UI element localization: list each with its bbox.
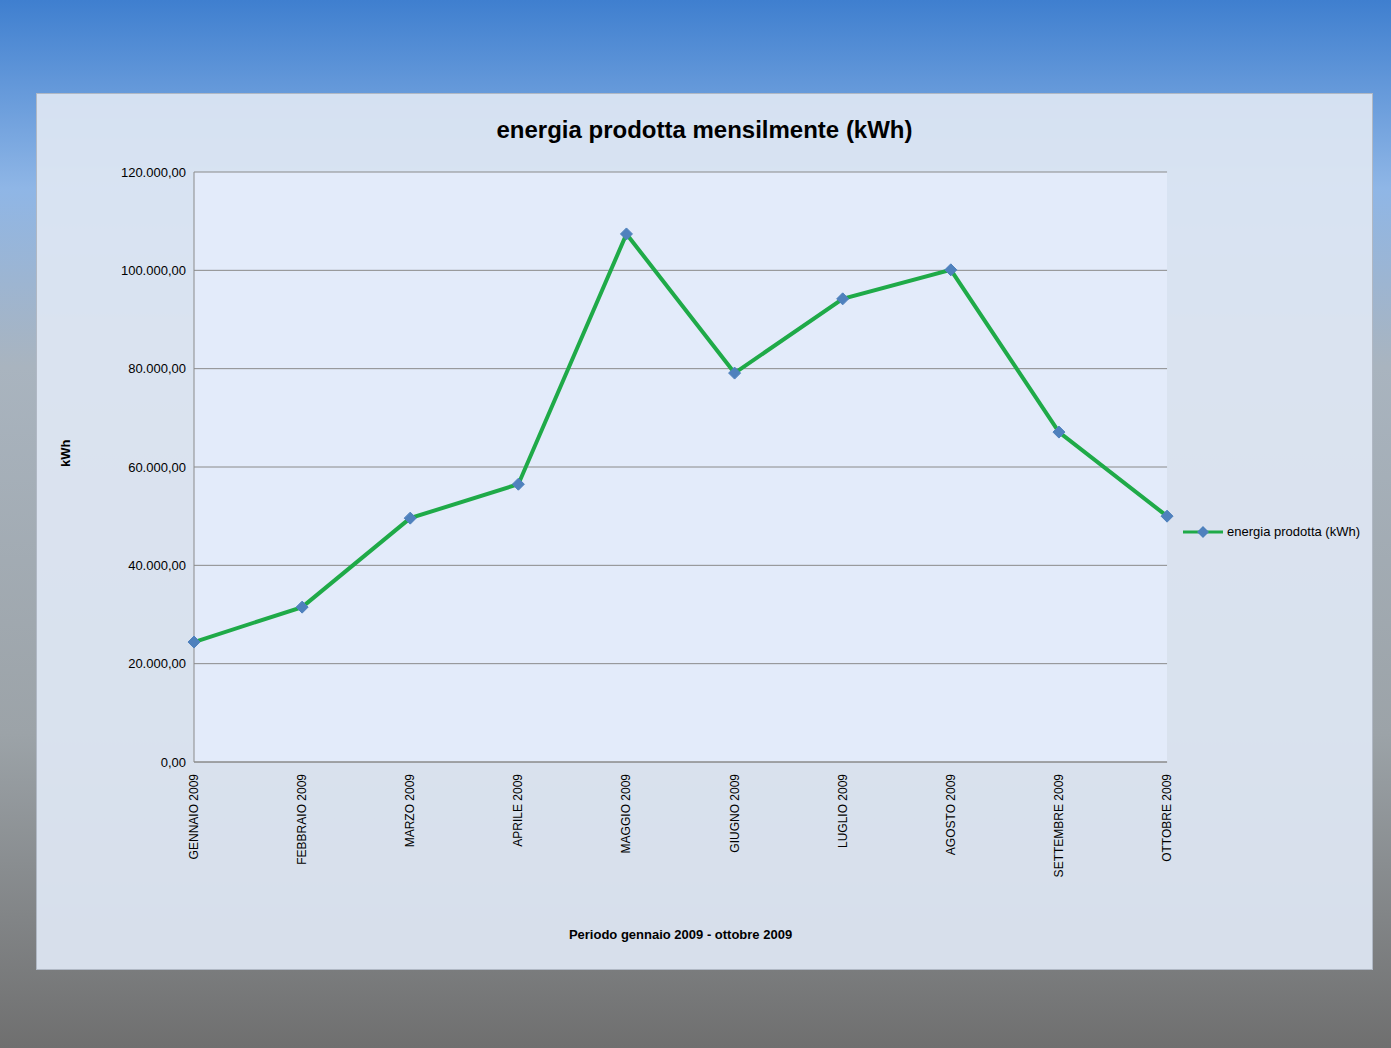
svg-text:MARZO 2009: MARZO 2009: [403, 774, 417, 848]
html-text:energia prodotta (kWh): energia prodotta (kWh): [1227, 524, 1360, 539]
svg-text:60.000,00: 60.000,00: [128, 460, 186, 475]
html-text:energia prodotta mensilmente (: energia prodotta mensilmente (kWh): [496, 116, 913, 143]
svg-text:GIUGNO 2009: GIUGNO 2009: [728, 774, 742, 853]
svg-text:OTTOBRE 2009: OTTOBRE 2009: [1160, 774, 1174, 862]
svg-text:80.000,00: 80.000,00: [128, 361, 186, 376]
svg-text:100.000,00: 100.000,00: [121, 263, 186, 278]
svg-text:kWh: kWh: [58, 440, 73, 468]
svg-text:APRILE 2009: APRILE 2009: [511, 774, 525, 847]
svg-text:Periodo gennaio 2009 - ottobre: Periodo gennaio 2009 - ottobre 2009: [569, 927, 792, 942]
svg-text:MAGGIO 2009: MAGGIO 2009: [619, 774, 633, 854]
svg-text:20.000,00: 20.000,00: [128, 656, 186, 671]
svg-text:120.000,00: 120.000,00: [121, 165, 186, 180]
svg-text:LUGLIO 2009: LUGLIO 2009: [836, 774, 850, 848]
svg-text:SETTEMBRE 2009: SETTEMBRE 2009: [1052, 774, 1066, 878]
svg-text:FEBBRAIO 2009: FEBBRAIO 2009: [295, 774, 309, 865]
svg-text:AGOSTO 2009: AGOSTO 2009: [944, 774, 958, 855]
svg-text:0,00: 0,00: [161, 755, 186, 770]
svg-text:40.000,00: 40.000,00: [128, 558, 186, 573]
svg-text:GENNAIO 2009: GENNAIO 2009: [187, 774, 201, 860]
